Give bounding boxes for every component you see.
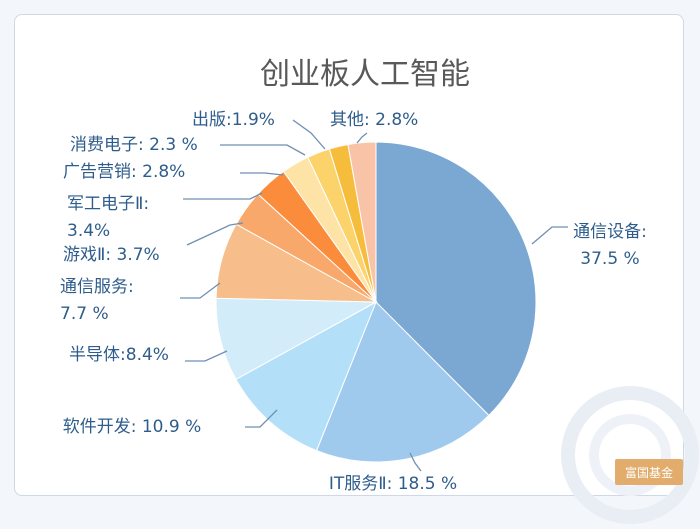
leader-line-6: [183, 192, 263, 200]
pie-slice-1: [315, 301, 490, 463]
leader-line-0: [531, 226, 568, 245]
leader-line-9: [292, 119, 326, 150]
pie-chart: 富国基金 通信设备: 37.5 % IT服务Ⅱ: 18.5 % 软件开发: 10.9 …: [60, 57, 699, 524]
slice-label-0-line2: 37.5 %: [580, 249, 639, 269]
pie-slice-2: [235, 300, 377, 452]
leader-line-10: [356, 132, 368, 144]
leader-line-1: [409, 452, 422, 472]
pie-slice-0: [375, 141, 537, 417]
slice-label-8: 消费电子: 2.3 %: [70, 135, 198, 155]
brand-watermark: 富国基金: [561, 386, 699, 524]
leader-line-7: [240, 172, 284, 176]
slice-label-5: 游戏Ⅱ: 3.7%: [63, 245, 160, 265]
watermark-ring-outer: [561, 386, 699, 524]
chart-title: 创业板人工智能: [260, 57, 470, 92]
pie-slice-3: [215, 297, 378, 381]
leader-line-8: [220, 144, 306, 156]
watermark-brand-text: 富国基金: [625, 465, 673, 480]
chart-card: 富国基金 通信设备: 37.5 % IT服务Ⅱ: 18.5 % 软件开发: 10.9 …: [14, 14, 699, 524]
slice-label-10: 其他: 2.8%: [330, 110, 418, 130]
watermark-ring-inner: [589, 414, 671, 496]
slice-label-6-line2: 3.4%: [67, 221, 110, 241]
slice-label-3: 半导体:8.4%: [69, 345, 169, 365]
leader-line-3: [185, 350, 228, 362]
slice-label-7: 广告营销: 2.8%: [63, 162, 185, 182]
slice-label-1: IT服务Ⅱ: 18.5 %: [329, 474, 457, 494]
pie-slice-10: [347, 141, 377, 303]
slice-label-9: 出版:1.9%: [192, 110, 275, 130]
slice-label-0: 通信设备:: [573, 222, 647, 242]
slice-label-4: 通信服务:: [60, 277, 134, 297]
slice-label-6: 军工电子Ⅱ:: [67, 194, 149, 214]
leader-line-2: [245, 409, 278, 428]
watermark-badge: [615, 459, 683, 485]
slice-label-4-line2: 7.7 %: [60, 304, 109, 324]
slice-label-2: 软件开发: 10.9 %: [63, 417, 202, 437]
leader-line-5: [186, 222, 244, 246]
leader-line-4: [180, 282, 221, 299]
